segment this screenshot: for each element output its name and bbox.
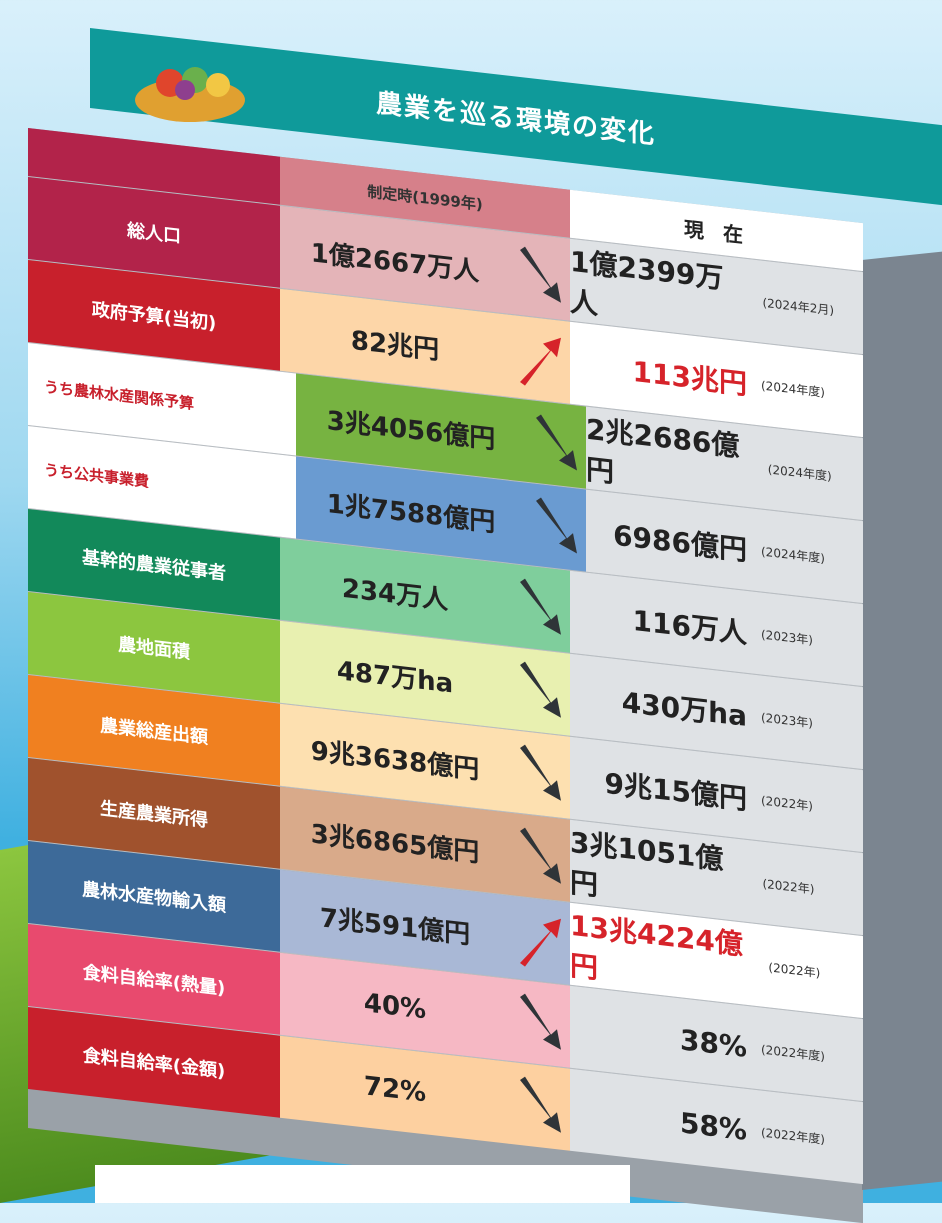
now-value: 6986億円	[613, 514, 747, 569]
arrow-cell	[526, 483, 586, 572]
arrow-cell	[510, 813, 570, 902]
trend-arrow	[531, 494, 581, 560]
title: 農業を巡る環境の変化	[376, 82, 656, 151]
arrow-cell	[510, 564, 570, 653]
trend-arrow	[515, 658, 565, 724]
arrow-cell	[510, 730, 570, 819]
now-value: 9兆15億円	[605, 762, 747, 818]
now-note: (2024年度)	[761, 542, 851, 569]
now-note: (2024年度)	[768, 460, 851, 486]
trend-arrow	[515, 990, 565, 1056]
arrow-cell	[526, 400, 586, 489]
basket-icon	[130, 55, 250, 125]
arrow-cell	[510, 1062, 570, 1151]
arrow-cell	[510, 315, 570, 404]
now-value: 116万人	[633, 599, 747, 652]
now-note: (2024年2月)	[762, 293, 851, 320]
trend-arrow	[515, 824, 565, 890]
now-note: (2023年)	[761, 625, 851, 652]
arrow-cell	[510, 896, 570, 985]
arrow-cell	[510, 647, 570, 736]
trend-arrow	[515, 243, 565, 309]
now-value: 38%	[680, 1023, 747, 1064]
footer-box	[95, 1165, 630, 1203]
now-value: 430万ha	[622, 681, 747, 735]
now-note: (2022年)	[762, 874, 851, 901]
trend-arrow	[515, 907, 565, 973]
trend-arrow	[515, 1073, 565, 1139]
now-note: (2023年)	[761, 708, 851, 735]
trend-arrow	[515, 741, 565, 807]
arrow-cell	[510, 979, 570, 1068]
trend-arrow	[515, 575, 565, 641]
now-note: (2022年)	[761, 791, 851, 818]
block-side	[862, 252, 942, 1190]
trend-arrow	[515, 326, 565, 392]
now-note: (2024年度)	[761, 376, 851, 403]
now-value: 113兆円	[633, 350, 747, 403]
now-note: (2022年)	[768, 958, 851, 984]
trend-arrow	[531, 411, 581, 477]
now-value: 58%	[680, 1106, 747, 1147]
now-note: (2022年度)	[761, 1040, 851, 1067]
page: 農業を巡る環境の変化 制定時(1999年) 現 在 総人口1億2667万人1億2…	[0, 0, 942, 1203]
now-note: (2022年度)	[761, 1123, 851, 1150]
arrow-cell	[510, 232, 570, 321]
